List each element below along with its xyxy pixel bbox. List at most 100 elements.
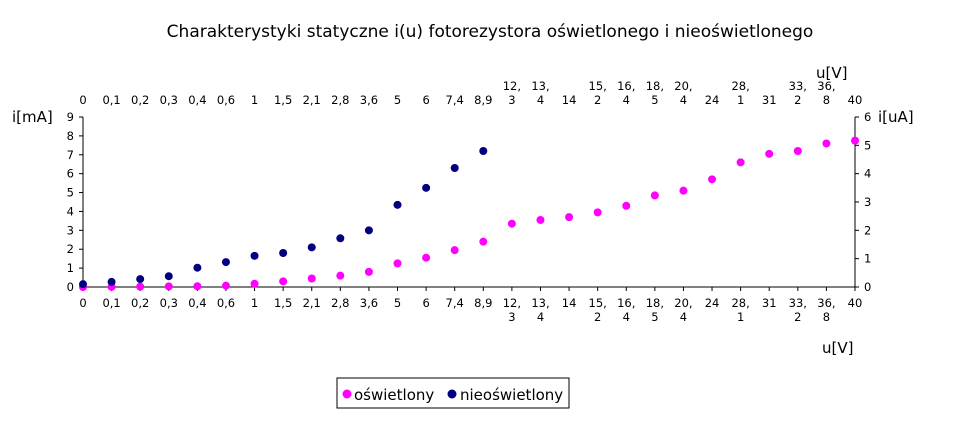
point-nieoswietlony [307, 243, 316, 252]
y-right-tick-label: 6 [864, 110, 871, 124]
point-oswietlony [479, 237, 488, 246]
x-bottom-tick-label: 15, [589, 296, 607, 310]
x-bottom-tick-label: 20, [674, 296, 692, 310]
x-bottom-tick-label: 0,4 [188, 296, 206, 310]
x-top-tick-label: 3,6 [360, 93, 378, 107]
x-bottom-tick-label: 3 [508, 310, 515, 324]
x-bottom-tick-label: 4 [680, 310, 687, 324]
point-oswietlony [650, 191, 659, 200]
x-top-tick-label: 36, [817, 79, 835, 93]
x-bottom-tick-label: 5 [394, 296, 401, 310]
x-bottom-axis-label: u[V] [822, 339, 853, 357]
point-nieoswietlony [250, 251, 259, 260]
x-bottom-tick-label: 0,2 [131, 296, 149, 310]
y-left-tick-label: 4 [67, 204, 74, 218]
x-bottom-tick-label: 4 [537, 310, 544, 324]
x-top-tick-label: 5 [394, 93, 401, 107]
point-oswietlony [622, 201, 631, 210]
x-bottom-tick-label: 2 [794, 310, 801, 324]
x-top-tick-label: 13, [531, 79, 549, 93]
x-bottom-tick-label: 3,6 [360, 296, 378, 310]
point-oswietlony [221, 281, 230, 290]
x-bottom-tick-label: 24 [705, 296, 720, 310]
point-oswietlony [450, 246, 459, 255]
point-oswietlony [536, 215, 545, 224]
y-left-tick-label: 1 [67, 261, 74, 275]
x-top-tick-label: 5 [651, 93, 658, 107]
legend: oświetlony nieoświetlony [336, 377, 570, 409]
x-bottom-tick-label: 0,3 [160, 296, 178, 310]
point-oswietlony [422, 253, 431, 262]
x-bottom-tick-label: 28, [731, 296, 749, 310]
x-top-tick-label: 2 [794, 93, 801, 107]
y-right-tick-label: 5 [864, 138, 871, 152]
point-oswietlony [765, 149, 774, 158]
x-top-tick-label: 8,9 [474, 93, 492, 107]
x-bottom-tick-label: 2 [594, 310, 601, 324]
x-top-tick-label: 0,6 [217, 93, 235, 107]
x-bottom-tick-label: 14 [562, 296, 577, 310]
x-top-tick-label: 14 [562, 93, 577, 107]
point-nieoswietlony [136, 275, 145, 284]
point-nieoswietlony [422, 183, 431, 192]
x-top-tick-label: 2 [594, 93, 601, 107]
x-bottom-tick-label: 4 [623, 310, 630, 324]
point-oswietlony [736, 158, 745, 167]
point-oswietlony [679, 186, 688, 195]
legend-marker-nieoswietlony [447, 389, 457, 399]
x-bottom-tick-label: 0,6 [217, 296, 235, 310]
x-top-axis-label: u[V] [816, 64, 847, 82]
x-bottom-tick-label: 0,1 [102, 296, 120, 310]
x-top-tick-label: 15, [589, 79, 607, 93]
y-right-tick-label: 2 [864, 223, 871, 237]
point-oswietlony [793, 147, 802, 155]
y-right-axis-label: i[uA] [878, 108, 914, 126]
point-oswietlony [136, 282, 145, 291]
point-oswietlony [336, 271, 345, 280]
x-bottom-tick-label: 5 [651, 310, 658, 324]
x-top-tick-label: 4 [537, 93, 544, 107]
chart-title: Charakterystyki statyczne i(u) fotorezys… [167, 22, 814, 42]
point-nieoswietlony [364, 226, 373, 235]
y-left-tick-label: 8 [67, 129, 74, 143]
point-nieoswietlony [279, 249, 288, 257]
x-top-tick-label: 16, [617, 79, 635, 93]
point-nieoswietlony [193, 263, 202, 272]
x-bottom-tick-label: 0 [79, 296, 86, 310]
point-oswietlony [307, 274, 316, 283]
x-bottom-tick-label: 8,9 [474, 296, 492, 310]
x-top-tick-label: 7,4 [446, 93, 464, 107]
x-bottom-tick-label: 40 [848, 296, 863, 310]
x-top-tick-label: 1 [251, 93, 258, 107]
y-left-tick-label: 2 [67, 242, 74, 256]
x-top-tick-label: 12, [503, 79, 521, 93]
point-nieoswietlony [164, 272, 173, 281]
x-top-tick-label: 3 [508, 93, 515, 107]
point-nieoswietlony [336, 234, 345, 243]
y-left-axis-label: i[mA] [12, 108, 53, 126]
x-bottom-tick-label: 12, [503, 296, 521, 310]
y-left-tick-label: 3 [67, 223, 74, 237]
x-top-tick-label: 28, [731, 79, 749, 93]
x-bottom-tick-label: 8 [823, 310, 830, 324]
data-points [79, 136, 859, 291]
y-left-tick-label: 6 [67, 167, 74, 181]
y-right-tick-label: 0 [864, 280, 871, 294]
x-top-tick-label: 20, [674, 79, 692, 93]
x-bottom-tick-label: 1 [737, 310, 744, 324]
point-nieoswietlony [221, 258, 230, 267]
legend-marker-oswietlony [342, 389, 352, 399]
y-left-tick-label: 0 [67, 280, 74, 294]
x-bottom-tick-label: 36, [817, 296, 835, 310]
tick-labels: 01234567890123456000,10,10,20,20,30,30,4… [67, 79, 872, 324]
x-top-tick-label: 6 [422, 93, 429, 107]
x-bottom-tick-label: 33, [789, 296, 807, 310]
x-bottom-tick-label: 1,5 [274, 296, 292, 310]
x-bottom-tick-label: 6 [422, 296, 429, 310]
y-left-tick-label: 9 [67, 110, 74, 124]
x-top-tick-label: 8 [823, 93, 830, 107]
point-oswietlony [193, 282, 202, 291]
x-top-tick-label: 0,1 [102, 93, 120, 107]
legend-label-oswietlony: oświetlony [354, 386, 434, 404]
x-bottom-tick-label: 2,1 [303, 296, 321, 310]
